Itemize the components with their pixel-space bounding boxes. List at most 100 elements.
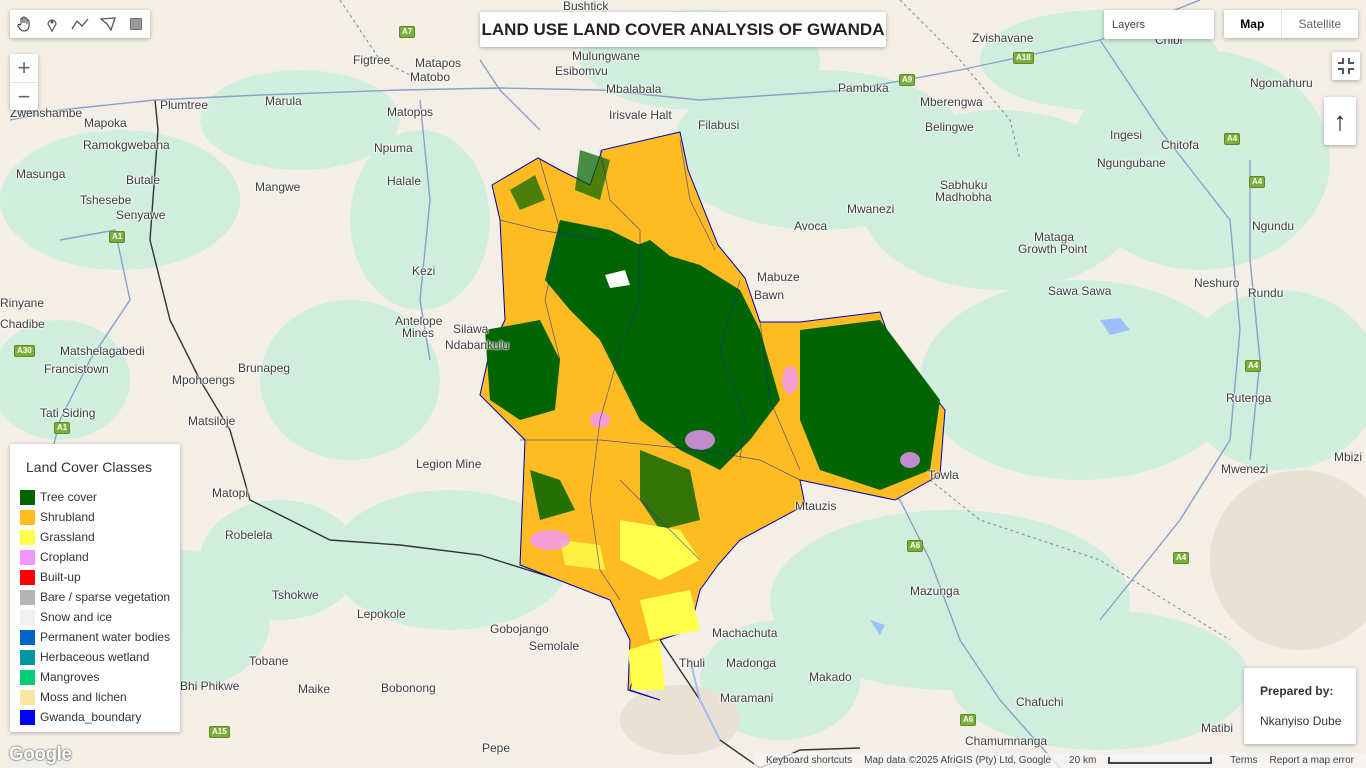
place-label: Mtauzis — [795, 499, 837, 513]
legend-item: Tree cover — [10, 487, 180, 507]
place-label: Mabuze — [757, 270, 800, 284]
layers-label: Layers — [1112, 18, 1146, 31]
legend-label: Grassland — [40, 530, 95, 544]
rectangle-icon[interactable] — [122, 10, 150, 38]
place-label: Matobo — [410, 70, 451, 84]
legend-item: Bare / sparse vegetation — [10, 587, 180, 607]
layers-dropdown[interactable]: Layers — [1104, 10, 1214, 39]
place-label: Semolale — [529, 639, 580, 653]
place-label: Ngomahuru — [1250, 76, 1313, 90]
zoom-in-button[interactable]: + — [17, 55, 31, 80]
place-label: Mapoka — [84, 116, 127, 130]
legend-item: Shrubland — [10, 507, 180, 527]
place-label: Machachuta — [712, 626, 778, 640]
road-shield: A4 — [1249, 176, 1266, 188]
marker-icon[interactable] — [38, 10, 66, 38]
place-label: Matsiloje — [188, 414, 236, 428]
legend-item: Grassland — [10, 527, 180, 547]
place-label: Kezi — [412, 264, 436, 278]
place-label: Zvishavane — [972, 31, 1034, 45]
place-label: Butale — [126, 173, 161, 187]
place-label: Robelela — [225, 528, 273, 542]
place-label: Chadibe — [0, 317, 45, 331]
place-label: Plumtree — [160, 98, 209, 112]
legend-label: Built-up — [40, 570, 81, 584]
place-label: Figtree — [353, 53, 391, 67]
place-label: Esibomvu — [555, 64, 608, 78]
scale-indicator[interactable]: 20 km — [1063, 755, 1218, 766]
legend-swatch — [20, 629, 35, 645]
hand-icon[interactable] — [10, 10, 38, 38]
place-label: Halale — [387, 174, 422, 188]
place-label: Antelope — [395, 314, 443, 328]
place-label: Ingesi — [1110, 128, 1143, 142]
legend-swatch — [20, 529, 35, 545]
legend-label: Bare / sparse vegetation — [40, 590, 171, 604]
fullscreen-button[interactable] — [1332, 52, 1360, 80]
legend-label: Shrubland — [40, 510, 95, 524]
road-shield: A4 — [1173, 552, 1190, 564]
place-label: Brunapeg — [238, 361, 291, 375]
place-label: Tshesebe — [80, 193, 132, 207]
place-label: Mataga — [1034, 230, 1075, 244]
place-label: Legion Mine — [416, 457, 482, 471]
place-label: Ngungubane — [1097, 156, 1166, 170]
map-type-control: Map Satellite — [1224, 10, 1358, 38]
place-label: Mwanezi — [847, 202, 895, 216]
place-label: Madonga — [726, 656, 777, 670]
legend-label: Herbaceous wetland — [40, 650, 150, 664]
place-label: Mbizi — [1334, 450, 1363, 464]
place-label: Belingwe — [925, 120, 974, 134]
prepared-by-panel: Prepared by: Nkanyiso Dube — [1244, 668, 1356, 744]
legend-item: Gwanda_boundary — [10, 707, 180, 727]
place-label: Lepokole — [357, 607, 406, 621]
zoom-control: + − — [10, 54, 38, 110]
legend-swatch — [20, 669, 35, 685]
map-type-map-button[interactable]: Map — [1240, 17, 1265, 31]
place-label: Irisvale Halt — [609, 108, 672, 122]
attribution-bar: Keyboard shortcuts Map data ©2025 AfriGI… — [753, 753, 1366, 768]
place-label: Gobojango — [490, 622, 549, 636]
place-label: Rundu — [1248, 286, 1284, 300]
place-label: Chitofa — [1161, 138, 1200, 152]
legend-label: Cropland — [40, 550, 89, 564]
place-label: Chamumnanga — [965, 734, 1048, 748]
north-arrow-panel: ↑ — [1324, 97, 1356, 145]
keyboard-shortcuts-link[interactable]: Keyboard shortcuts — [765, 755, 853, 766]
place-label: Npuma — [374, 141, 413, 155]
place-label: Mulungwane — [572, 49, 641, 63]
place-label: Mines — [402, 326, 435, 340]
road-shield: A4 — [1245, 360, 1262, 372]
legend-item: Mangroves — [10, 667, 180, 687]
map-title-panel: LAND USE LAND COVER ANALYSIS OF GWANDA — [480, 12, 886, 47]
place-label: Chafuchi — [1016, 695, 1064, 709]
place-label: Tobane — [249, 654, 289, 668]
legend-item: Cropland — [10, 547, 180, 567]
fullscreen-icon — [1338, 58, 1354, 74]
place-label: Tati Siding — [40, 406, 96, 420]
place-label: Avoca — [794, 219, 828, 233]
legend-swatch — [20, 649, 35, 665]
place-label: Mpohoengs — [172, 373, 235, 387]
north-arrow-icon: ↑ — [1333, 105, 1347, 136]
place-label: Bushtick — [563, 0, 609, 13]
report-map-error-link[interactable]: Report a map error — [1269, 755, 1354, 766]
place-label: Mbalabala — [606, 82, 662, 96]
legend-label: Gwanda_boundary — [40, 710, 142, 724]
legend-item: Moss and lichen — [10, 687, 180, 707]
place-label: Rinyane — [0, 296, 45, 310]
terms-link[interactable]: Terms — [1230, 755, 1258, 766]
place-label: Bawn — [754, 288, 785, 302]
road-shield: A9 — [899, 74, 916, 86]
map-type-satellite-button[interactable]: Satellite — [1280, 10, 1358, 38]
polygon-icon[interactable] — [94, 10, 122, 38]
zoom-out-button[interactable]: − — [10, 82, 38, 111]
place-label: Matopos — [387, 105, 434, 119]
polyline-icon[interactable] — [66, 10, 94, 38]
place-label: Growth Point — [1018, 242, 1088, 256]
legend-item: Snow and ice — [10, 607, 180, 627]
legend-item: Herbaceous wetland — [10, 647, 180, 667]
road-shield: A18 — [1013, 52, 1034, 64]
place-label: Zwenshambe — [10, 106, 83, 120]
